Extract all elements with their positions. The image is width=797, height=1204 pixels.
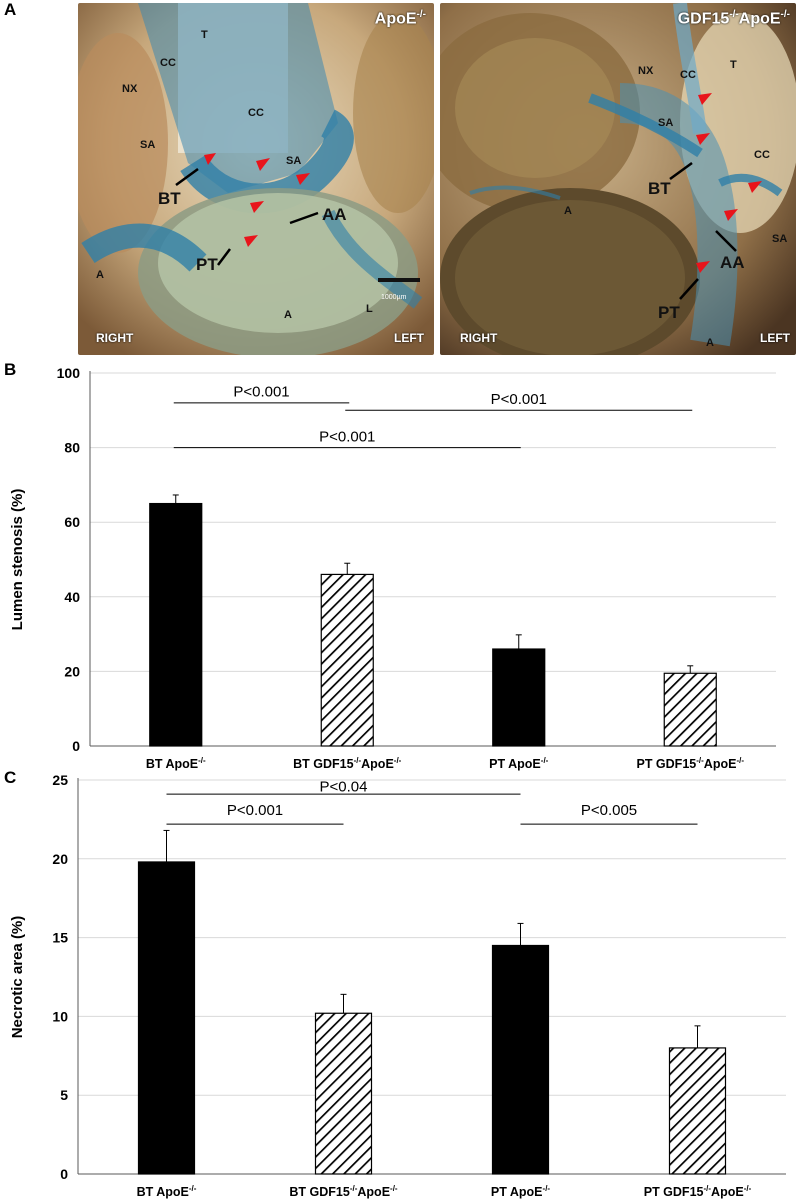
anat-label: NX xyxy=(638,65,654,77)
panel-label-c: C xyxy=(4,768,17,787)
bar xyxy=(149,502,203,747)
anat-label: A xyxy=(284,309,292,321)
photo-gdf15-title-text: GDF15 xyxy=(677,10,730,28)
bar xyxy=(663,672,717,747)
category-label: PT GDF15-/-ApoE-/- xyxy=(644,1184,752,1199)
anat-label: CC xyxy=(680,69,696,81)
bar xyxy=(668,1047,727,1175)
anat-label: CC xyxy=(754,149,770,161)
photo-apoe-title-sup: -/- xyxy=(416,9,426,20)
anat-label: CC xyxy=(248,107,264,119)
anat-label: AA xyxy=(720,253,745,272)
panel-label-a: A xyxy=(4,0,17,19)
lumen-stenosis-chart: 0 20 40 60 80 100 Lumen stenosis (%) BT ApoE-/-… xyxy=(9,365,776,771)
bar xyxy=(492,648,546,747)
p-value-label: P<0.001 xyxy=(233,384,289,401)
anat-label: AA xyxy=(322,205,347,224)
photo-gdf15-left-label: LEFT xyxy=(760,331,790,345)
anat-label: T xyxy=(201,29,208,41)
y-tick-label: 20 xyxy=(64,663,80,679)
photo-apoe-right-label: RIGHT xyxy=(96,331,134,345)
anat-label: A xyxy=(96,269,104,281)
category-label: BT GDF15-/-ApoE-/- xyxy=(293,756,402,771)
anat-label: BT xyxy=(648,179,671,198)
y-tick-label: 15 xyxy=(52,930,68,946)
photo-gdf15-title-mid: ApoE xyxy=(738,10,781,28)
y-tick-label: 25 xyxy=(52,772,68,788)
p-value-label: P<0.04 xyxy=(320,778,368,795)
scale-bar-label: 1000µm xyxy=(381,294,407,301)
photo-gdf15-title-sup2: -/- xyxy=(780,9,790,20)
photo-apoe: 1000µm ApoE-/- RIGHT LEFT T CC NX CC SA … xyxy=(78,3,434,355)
category-label: BT ApoE-/- xyxy=(146,756,206,771)
bar xyxy=(137,861,196,1175)
anat-label: A xyxy=(564,205,572,217)
bar xyxy=(320,573,374,747)
category-label: BT ApoE-/- xyxy=(137,1184,197,1199)
p-value-label: P<0.001 xyxy=(319,428,375,445)
photo-gdf15-apoe: GDF15-/-ApoE-/- RIGHT LEFT NX CC T SA CC… xyxy=(440,3,796,355)
anat-label: PT xyxy=(658,303,680,322)
y-tick-label: 80 xyxy=(64,440,80,456)
y-axis-label: Lumen stenosis (%) xyxy=(9,489,26,631)
photo-gdf15-apoe-image xyxy=(440,3,796,355)
panel-label-b: B xyxy=(4,360,17,379)
y-tick-label: 20 xyxy=(52,851,68,867)
anat-label: CC xyxy=(160,57,176,69)
photo-gdf15-right-label: RIGHT xyxy=(460,331,498,345)
photo-apoe-title-text: ApoE xyxy=(374,10,417,28)
category-label: PT GDF15-/-ApoE-/- xyxy=(636,756,744,771)
p-value-label: P<0.001 xyxy=(227,802,283,819)
y-axis-label: Necrotic area (%) xyxy=(9,916,26,1039)
bar xyxy=(491,944,550,1175)
y-tick-label: 10 xyxy=(52,1008,68,1024)
photo-apoe-image: 1000µm xyxy=(78,3,434,355)
anat-label: SA xyxy=(658,117,674,129)
y-tick-label: 60 xyxy=(64,514,80,530)
photo-apoe-left-label: LEFT xyxy=(394,331,424,345)
photo-gdf15-apoe-title: GDF15-/-ApoE-/- xyxy=(678,9,790,28)
p-value-label: P<0.005 xyxy=(581,802,637,819)
p-value-label: P<0.001 xyxy=(491,391,547,408)
category-label: PT ApoE-/- xyxy=(489,756,549,771)
anat-label: SA xyxy=(286,155,302,167)
photo-gdf15-title-sup1: -/- xyxy=(729,9,739,20)
necrotic-area-chart: 0 5 10 15 20 25 Necrotic area (%) BT ApoE-/- BT … xyxy=(9,772,786,1199)
anat-label: SA xyxy=(772,233,788,245)
anat-label: A xyxy=(706,337,714,349)
y-tick-label: 0 xyxy=(72,738,80,754)
y-tick-label: 0 xyxy=(60,1166,68,1182)
anat-label: BT xyxy=(158,189,181,208)
category-label: BT GDF15-/-ApoE-/- xyxy=(289,1184,398,1199)
anat-label: T xyxy=(730,59,737,71)
anat-label: L xyxy=(366,303,373,315)
y-tick-label: 5 xyxy=(60,1087,68,1103)
anat-label: SA xyxy=(140,139,156,151)
y-tick-label: 40 xyxy=(64,589,80,605)
photo-apoe-title: ApoE-/- xyxy=(375,9,426,28)
anat-label: PT xyxy=(196,255,218,274)
bar xyxy=(314,1012,373,1175)
anat-label: NX xyxy=(122,83,138,95)
category-label: PT ApoE-/- xyxy=(491,1184,551,1199)
y-tick-label: 100 xyxy=(57,365,81,381)
